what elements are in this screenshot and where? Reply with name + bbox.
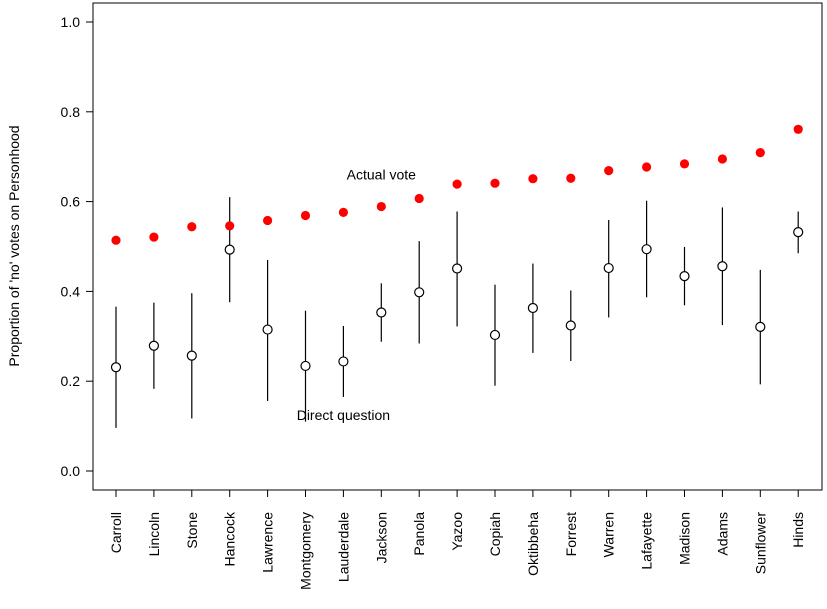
x-tick-label: Jackson [373,512,389,563]
x-tick-label: Carroll [108,512,124,553]
x-tick-label: Lauderdale [335,512,351,582]
actual-vote-point [679,159,690,169]
x-axis: Carroll Lincoln Stone Hancock Lawrence Montgo… [108,489,806,590]
x-tick-label: Warren [601,512,617,557]
direct-question-point [300,360,311,372]
direct-question-point [603,262,614,274]
actual-vote-point [528,174,538,184]
x-tick-label: Yazoo [449,512,465,551]
x-tick-label: Montgomery [298,512,314,590]
actual-vote-point [149,232,159,242]
actual-vote-point [566,173,576,183]
direct-question-point [641,244,652,255]
actual-vote-point [490,178,500,188]
actual-vote-point [300,210,311,221]
direct-question-point [148,340,159,351]
direct-question-point [452,263,463,274]
actual-vote-point [187,222,197,232]
direct-question-point [262,324,273,335]
direct-question-point [224,244,235,255]
annotation-actual-vote: Actual vote [347,167,416,183]
x-tick-label: Adams [714,512,730,556]
annotations: Actual vote Direct question [297,167,416,423]
x-tick-label: Hinds [790,512,806,548]
direct-question-point [793,227,804,238]
y-tick-label: 0.6 [61,194,81,210]
direct-question-point [489,329,501,341]
x-tick-label: Hancock [222,511,238,566]
y-axis-label: Proportion of 'no' votes on Personhood [6,125,22,366]
y-tick-label: 0.8 [61,104,81,120]
y-axis: 0.0 0.2 0.4 0.6 0.8 1.0 [61,14,94,479]
actual-vote-point [338,207,348,217]
actual-vote-point [717,154,728,164]
x-tick-label: Stone [184,512,200,549]
x-tick-label: Forrest [563,512,579,556]
x-tick-label: Sunflower [752,512,768,575]
actual-vote-point [604,166,614,176]
x-tick-label: Madison [677,512,693,565]
x-tick-label: Lawrence [260,512,276,573]
direct-question-point [376,307,387,318]
x-tick-label: Lafayette [639,512,655,570]
y-tick-label: 0.0 [61,463,81,479]
actual-vote-point [376,201,386,212]
actual-vote-point [225,221,235,231]
chart-marks [110,124,804,428]
y-tick-label: 1.0 [61,14,81,30]
direct-question-point [414,287,425,298]
direct-question-point [755,321,766,332]
direct-question-point [338,356,349,367]
direct-question-point [186,350,197,361]
x-tick-label: Panola [411,512,427,556]
direct-question-point [110,362,122,373]
actual-vote-point [642,162,652,172]
x-tick-label: Oktibbeha [525,512,541,576]
direct-question-point [565,320,576,331]
annotation-direct-question: Direct question [297,407,390,423]
actual-vote-point [452,179,462,189]
x-tick-label: Lincoln [146,512,162,556]
actual-vote-point [414,193,424,204]
direct-question-point [717,261,728,272]
actual-vote-point [263,215,273,226]
y-tick-label: 0.4 [61,283,81,299]
actual-vote-point [111,235,121,245]
x-tick-label: Copiah [487,512,503,556]
direct-question-point [527,302,539,314]
actual-vote-point [755,148,765,158]
actual-vote-point [793,124,803,134]
y-tick-label: 0.2 [61,373,81,389]
direct-question-point [679,271,690,282]
